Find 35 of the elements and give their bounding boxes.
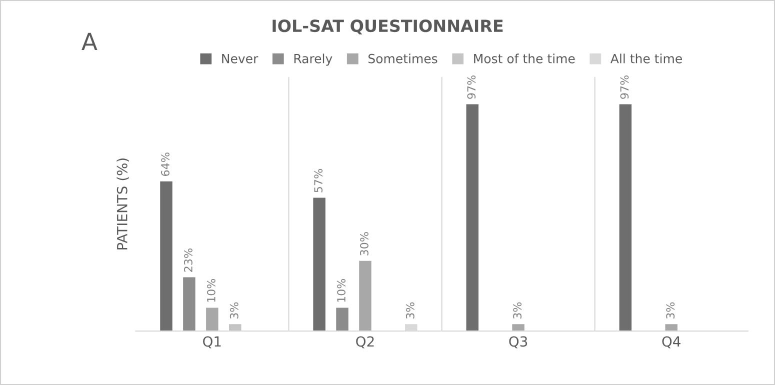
bar — [336, 308, 348, 332]
legend-label: All the time — [610, 54, 682, 64]
chart-title: IOL-SAT QUESTIONNAIRE — [272, 20, 503, 34]
bar — [619, 104, 632, 332]
legend-label: Sometimes — [368, 54, 438, 64]
data-label: 3% — [406, 302, 414, 319]
data-label: 97% — [620, 75, 629, 99]
x-tick-label: Q1 — [203, 336, 221, 348]
bar — [228, 324, 242, 332]
data-label: 3% — [230, 302, 238, 319]
y-axis-title: PATIENTS (%) — [116, 158, 130, 250]
data-label: 3% — [666, 302, 675, 319]
data-label: 23% — [184, 248, 192, 272]
legend-label: Most of the time — [474, 54, 575, 64]
bar — [466, 104, 478, 332]
data-label: 97% — [467, 75, 476, 99]
data-label: 10% — [206, 278, 216, 302]
bar — [313, 198, 326, 332]
data-label: 10% — [337, 278, 346, 302]
data-label: 30% — [360, 232, 368, 256]
bar — [206, 308, 218, 332]
x-tick-label: Q3 — [509, 336, 528, 348]
bar — [512, 324, 524, 332]
bar — [359, 260, 372, 332]
bar — [665, 324, 678, 332]
data-label: 64% — [161, 152, 170, 176]
text: A — [82, 32, 98, 50]
legend-label: Rarely — [294, 54, 332, 66]
legend-label: Never — [222, 54, 258, 64]
bar — [183, 277, 196, 332]
data-label: 57% — [314, 169, 323, 192]
bar — [160, 181, 172, 332]
x-tick-label: Q4 — [662, 336, 680, 348]
data-label: 3% — [513, 302, 522, 319]
x-tick-label: Q2 — [356, 336, 374, 348]
